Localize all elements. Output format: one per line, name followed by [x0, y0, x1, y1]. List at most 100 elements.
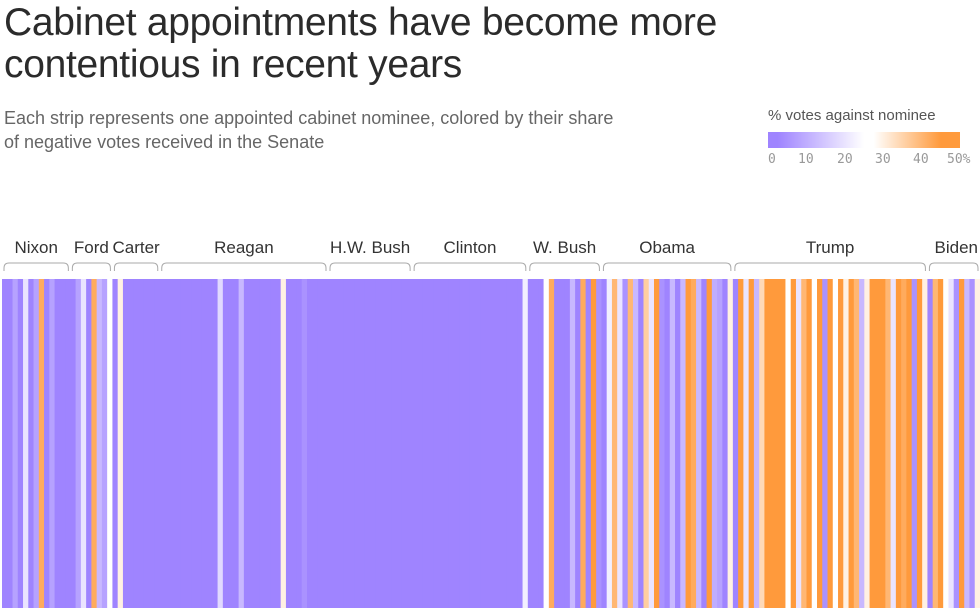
nominee-strip	[201, 279, 208, 608]
nominee-strip	[806, 279, 813, 608]
nominee-strip	[364, 279, 371, 608]
president-label: Clinton	[444, 238, 497, 257]
nominee-strip	[664, 279, 671, 608]
nominee-strip	[906, 279, 913, 608]
nominee-strip	[427, 279, 434, 608]
nominee-strip	[370, 279, 376, 608]
nominee-strip	[685, 279, 692, 608]
president-label: Carter	[112, 238, 160, 257]
nominee-strip	[328, 279, 334, 608]
nominee-strip	[438, 279, 445, 608]
nominee-strip	[916, 279, 923, 608]
nominee-strip	[727, 279, 734, 608]
nominee-strip	[890, 279, 897, 608]
nominee-strip	[464, 279, 471, 608]
nominee-strip	[717, 279, 723, 608]
nominee-strip	[59, 279, 66, 608]
legend-tick-label: 0	[768, 152, 776, 167]
president-label: Biden	[935, 238, 978, 257]
nominee-strip	[306, 279, 313, 608]
nominee-strip	[512, 279, 518, 608]
nominee-strip	[233, 279, 240, 608]
nominee-strip	[354, 279, 361, 608]
legend-title: % votes against nominee	[768, 107, 936, 124]
nominee-strip	[559, 279, 566, 608]
nominee-strip	[722, 279, 729, 608]
nominee-strip	[622, 279, 629, 608]
nominee-strip	[843, 279, 850, 608]
chart-subtitle: Each strip represents one appointed cabi…	[4, 108, 614, 152]
nominee-strip	[701, 279, 708, 608]
nominee-strip	[7, 279, 14, 608]
nominee-strip	[401, 279, 408, 608]
nominee-strip	[228, 279, 234, 608]
nominee-strip	[801, 279, 808, 608]
nominee-strip	[17, 279, 24, 608]
nominee-strip	[65, 279, 71, 608]
nominee-strip	[533, 279, 539, 608]
nominee-strip	[301, 279, 308, 608]
nominee-strip	[764, 279, 771, 608]
nominee-strip	[249, 279, 255, 608]
nominee-strip	[964, 279, 971, 608]
nominee-strip	[569, 279, 576, 608]
nominee-strip	[748, 279, 755, 608]
legend-tick-label: 10	[798, 152, 814, 167]
president-bracket	[928, 262, 979, 271]
nominee-strip	[133, 279, 140, 608]
nominee-strip	[901, 279, 907, 608]
nominee-strip	[406, 279, 413, 608]
nominee-strip	[848, 279, 855, 608]
president-bracket	[113, 262, 159, 271]
nominee-strip	[270, 279, 277, 608]
nominee-strip	[832, 279, 839, 608]
nominee-strip	[412, 279, 418, 608]
nominee-strip	[154, 279, 161, 608]
nominee-strip	[711, 279, 718, 608]
nominee-strip	[33, 279, 40, 608]
nominee-strip	[596, 279, 603, 608]
nominee-strip	[296, 279, 303, 608]
nominee-strip	[769, 279, 776, 608]
president-label: Obama	[639, 238, 695, 257]
nominee-strip	[396, 279, 403, 608]
nominee-strip	[417, 279, 424, 608]
nominee-strip	[475, 279, 482, 608]
nominee-strip	[838, 279, 844, 608]
nominee-strip	[795, 279, 802, 608]
nominee-strip	[264, 279, 271, 608]
nominee-strip	[380, 279, 387, 608]
nominee-strip	[91, 279, 98, 608]
nominee-strip	[669, 279, 676, 608]
nominee-strip	[243, 279, 250, 608]
nominee-strip	[585, 279, 592, 608]
nominee-strip	[317, 279, 324, 608]
nominee-strip	[654, 279, 660, 608]
nominee-strip	[143, 279, 150, 608]
president-bracket	[329, 262, 411, 271]
nominee-strip	[696, 279, 702, 608]
nominee-strip	[501, 279, 508, 608]
nominee-strip	[186, 279, 192, 608]
nominee-strip	[853, 279, 860, 608]
nominee-strip	[880, 279, 886, 608]
nominee-strip	[443, 279, 450, 608]
nominee-strip	[753, 279, 760, 608]
nominee-strip	[948, 279, 955, 608]
nominee-strip	[974, 279, 980, 608]
nominee-strip	[874, 279, 881, 608]
nominee-strip	[107, 279, 114, 608]
nominee-strip	[932, 279, 939, 608]
president-bracket	[3, 262, 69, 271]
nominee-strip	[70, 279, 77, 608]
nominee-strip	[2, 279, 8, 608]
nominee-strip	[738, 279, 744, 608]
legend-gradient-bar	[768, 132, 960, 148]
nominee-strip	[207, 279, 213, 608]
nominee-strip	[480, 279, 487, 608]
nominee-strip	[522, 279, 529, 608]
nominee-strip	[706, 279, 713, 608]
nominee-strip	[280, 279, 287, 608]
nominee-strip	[86, 279, 92, 608]
